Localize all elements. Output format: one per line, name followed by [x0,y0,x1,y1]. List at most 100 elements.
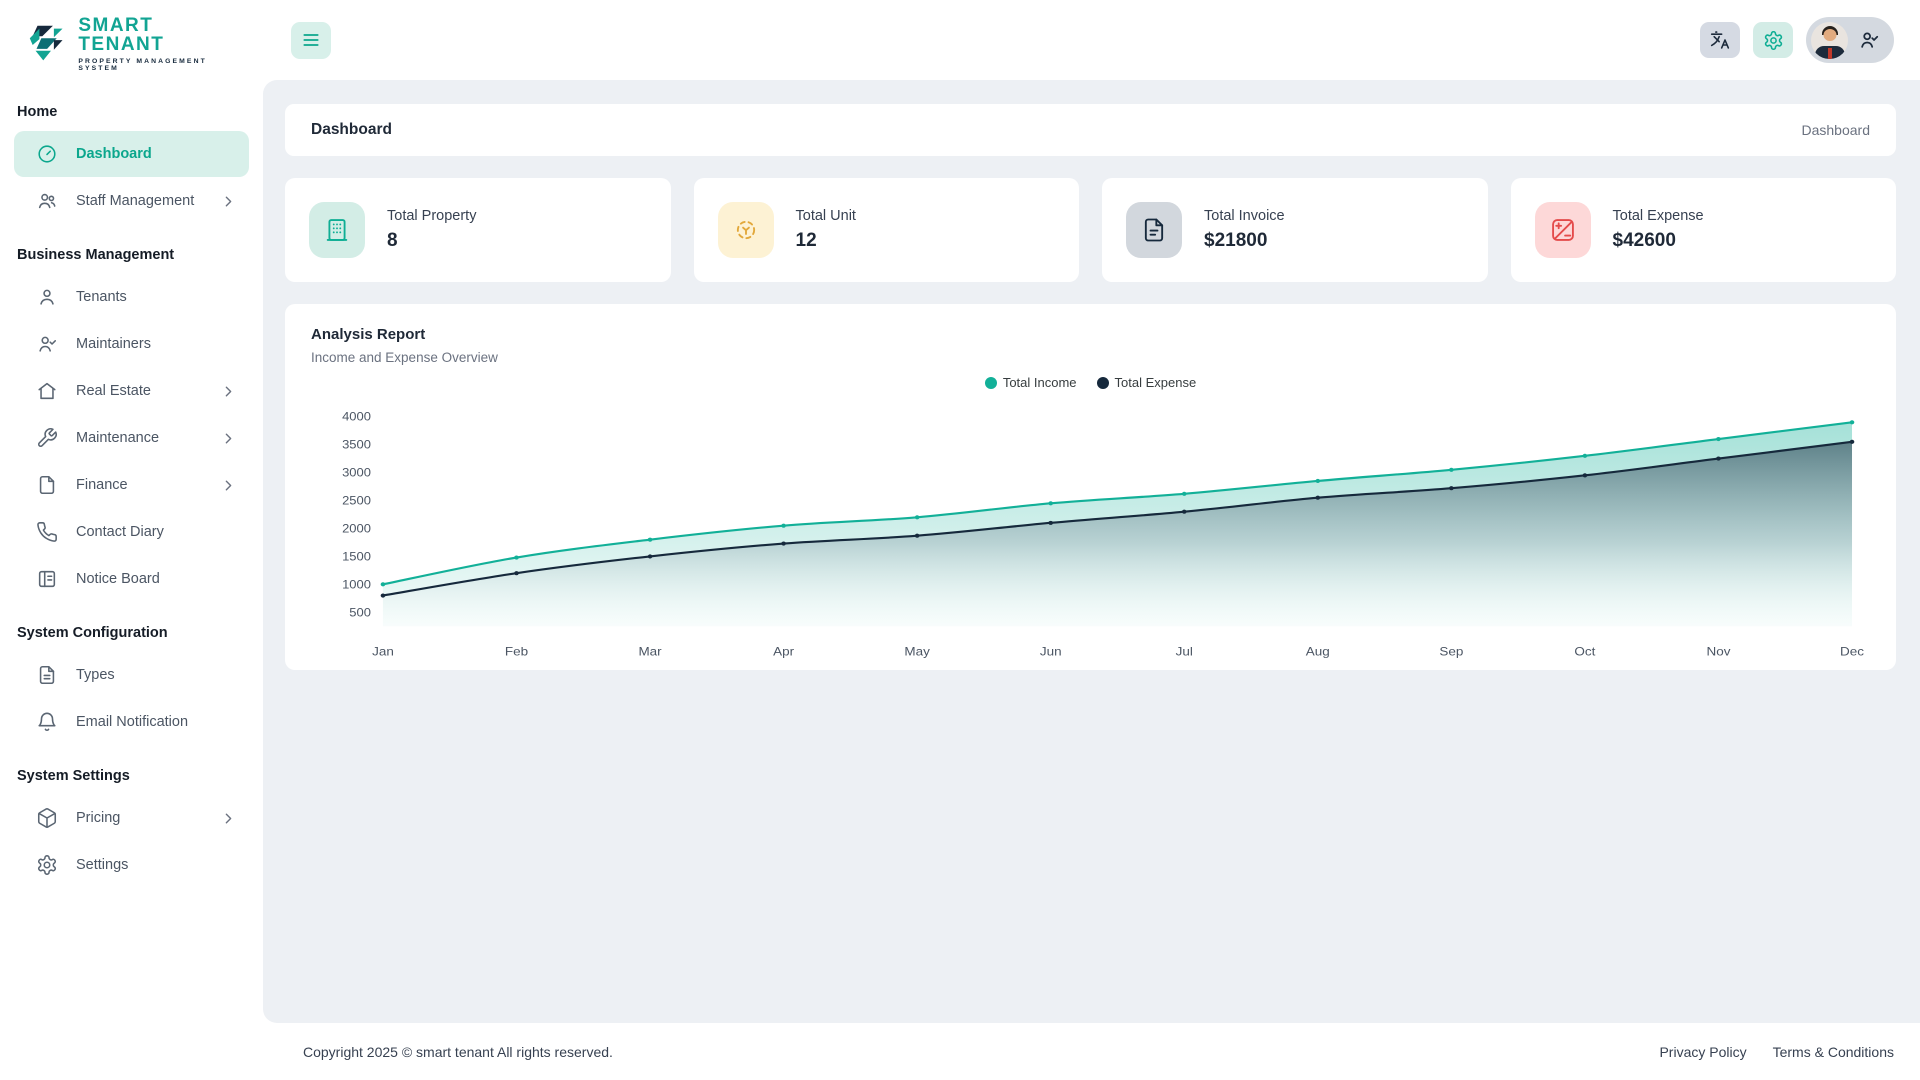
svg-text:Jul: Jul [1176,644,1193,658]
sidebar-toggle-button[interactable] [291,21,331,59]
person-check-icon [36,333,58,355]
brand-logo[interactable]: SMART TENANT PROPERTY MANAGEMENT SYSTEM [0,0,263,82]
footer: Copyright 2025 © smart tenant All rights… [263,1023,1920,1080]
sidebar-item-tenants[interactable]: Tenants [14,274,249,320]
package-icon [36,807,58,829]
person-check-icon [1858,29,1880,51]
sidebar-item-maintainers[interactable]: Maintainers [14,321,249,367]
expense-icon [1534,202,1591,258]
legend-dot [1096,376,1109,389]
sidebar-item-email-notification[interactable]: Email Notification [14,699,249,745]
phone-icon [36,521,58,543]
content-area: Dashboard Dashboard Total Property 8 Total… [263,80,1920,1023]
dashboard-icon [36,143,58,165]
board-icon [36,568,58,590]
stat-card-total-unit: Total Unit 12 [693,178,1079,282]
privacy-policy-link[interactable]: Privacy Policy [1659,1043,1747,1060]
sidebar-item-staff-management[interactable]: Staff Management [14,178,249,224]
breadcrumb: Dashboard [1801,122,1871,138]
sidebar-section-label: System Configuration [17,625,168,641]
legend-item-total-income[interactable]: Total Income [984,375,1077,390]
svg-text:1000: 1000 [342,578,371,591]
svg-text:May: May [904,644,930,658]
sidebar-nav: Home Dashboard Staff Management Business Ma… [0,82,263,888]
footer-links: Privacy Policy Terms & Conditions [1659,1044,1894,1060]
chevron-right-icon [220,430,237,447]
svg-text:2000: 2000 [342,522,371,535]
unit-icon [717,202,774,258]
sidebar-item-contact-diary[interactable]: Contact Diary [14,509,249,555]
svg-text:Nov: Nov [1706,644,1731,658]
svg-text:3000: 3000 [342,466,371,479]
stat-value: $42600 [1612,230,1676,251]
svg-text:Aug: Aug [1306,644,1330,658]
sidebar-item-finance[interactable]: Finance [14,462,249,508]
sidebar-item-notice-board[interactable]: Notice Board [14,556,249,602]
sidebar-section-label: System Settings [17,768,130,784]
legend-item-total-expense[interactable]: Total Expense [1096,375,1196,390]
sidebar-section-label: Home [17,104,58,120]
page-title: Dashboard [311,121,392,138]
users-icon [36,190,58,212]
svg-text:Feb: Feb [505,644,528,658]
svg-text:Jan: Jan [372,644,394,658]
home-icon [36,380,58,402]
settings-button[interactable] [1753,22,1793,58]
sidebar-item-types[interactable]: Types [14,652,249,698]
translate-icon [1710,30,1730,50]
analysis-report-card: Analysis Report Income and Expense Overv… [285,304,1896,670]
stat-label: Total Property [387,208,477,224]
chart-legend: Total Income Total Expense [311,375,1870,390]
svg-text:1500: 1500 [342,550,371,563]
chevron-right-icon [220,193,237,210]
sidebar-section-label: Business Management [17,247,175,263]
language-button[interactable] [1700,22,1740,58]
sidebar-item-settings[interactable]: Settings [14,842,249,888]
building-icon [309,202,365,258]
brand-tagline: PROPERTY MANAGEMENT SYSTEM [78,58,207,72]
stat-label: Total Expense [1612,208,1704,224]
sidebar-item-dashboard[interactable]: Dashboard [14,131,249,177]
svg-text:Sep: Sep [1439,644,1463,658]
gear-icon [1763,30,1784,51]
gear-icon [36,854,58,876]
svg-text:Oct: Oct [1574,644,1595,658]
person-icon [36,286,58,308]
stat-value: $21800 [1204,230,1268,251]
file-icon [36,474,58,496]
topbar [263,0,1920,80]
bell-icon [36,711,58,733]
chart-subtitle: Income and Expense Overview [311,350,498,365]
stats-row: Total Property 8 Total Unit 12 Total Invoice… [285,178,1896,282]
brand-name: SMART TENANT [78,15,165,55]
sidebar-item-pricing[interactable]: Pricing [14,795,249,841]
wrench-icon [36,427,58,449]
file-text-icon [36,664,58,686]
svg-text:2500: 2500 [342,494,371,507]
page-header-card: Dashboard Dashboard [285,104,1896,156]
legend-dot [984,376,997,389]
menu-icon [301,30,321,50]
stat-label: Total Unit [795,208,856,224]
brand-logo-icon [29,25,63,61]
avatar [1811,21,1848,59]
stat-value: 12 [795,230,817,251]
chevron-right-icon [220,383,237,400]
chart-title: Analysis Report [311,326,426,343]
stat-card-total-property: Total Property 8 [285,178,671,282]
stat-label: Total Invoice [1204,208,1285,224]
sidebar-item-maintenance[interactable]: Maintenance [14,415,249,461]
copyright-text: Copyright 2025 © smart tenant All rights… [303,1043,613,1060]
stat-card-total-invoice: Total Invoice $21800 [1102,178,1488,282]
analysis-chart: 4000 3500 3000 2500 2000 1500 1000 500 Jan Feb Mar… [342,410,1865,658]
profile-menu[interactable] [1806,17,1894,63]
terms-conditions-link[interactable]: Terms & Conditions [1772,1043,1894,1060]
svg-text:4000: 4000 [342,410,371,423]
sidebar-item-real-estate[interactable]: Real Estate [14,368,249,414]
svg-text:Mar: Mar [638,644,662,658]
stat-value: 8 [387,230,398,251]
svg-text:Apr: Apr [773,644,795,658]
stat-card-total-expense: Total Expense $42600 [1510,178,1896,282]
chart-wrap: 4000 3500 3000 2500 2000 1500 1000 500 Jan Feb Mar… [311,394,1870,662]
invoice-icon [1126,202,1182,258]
